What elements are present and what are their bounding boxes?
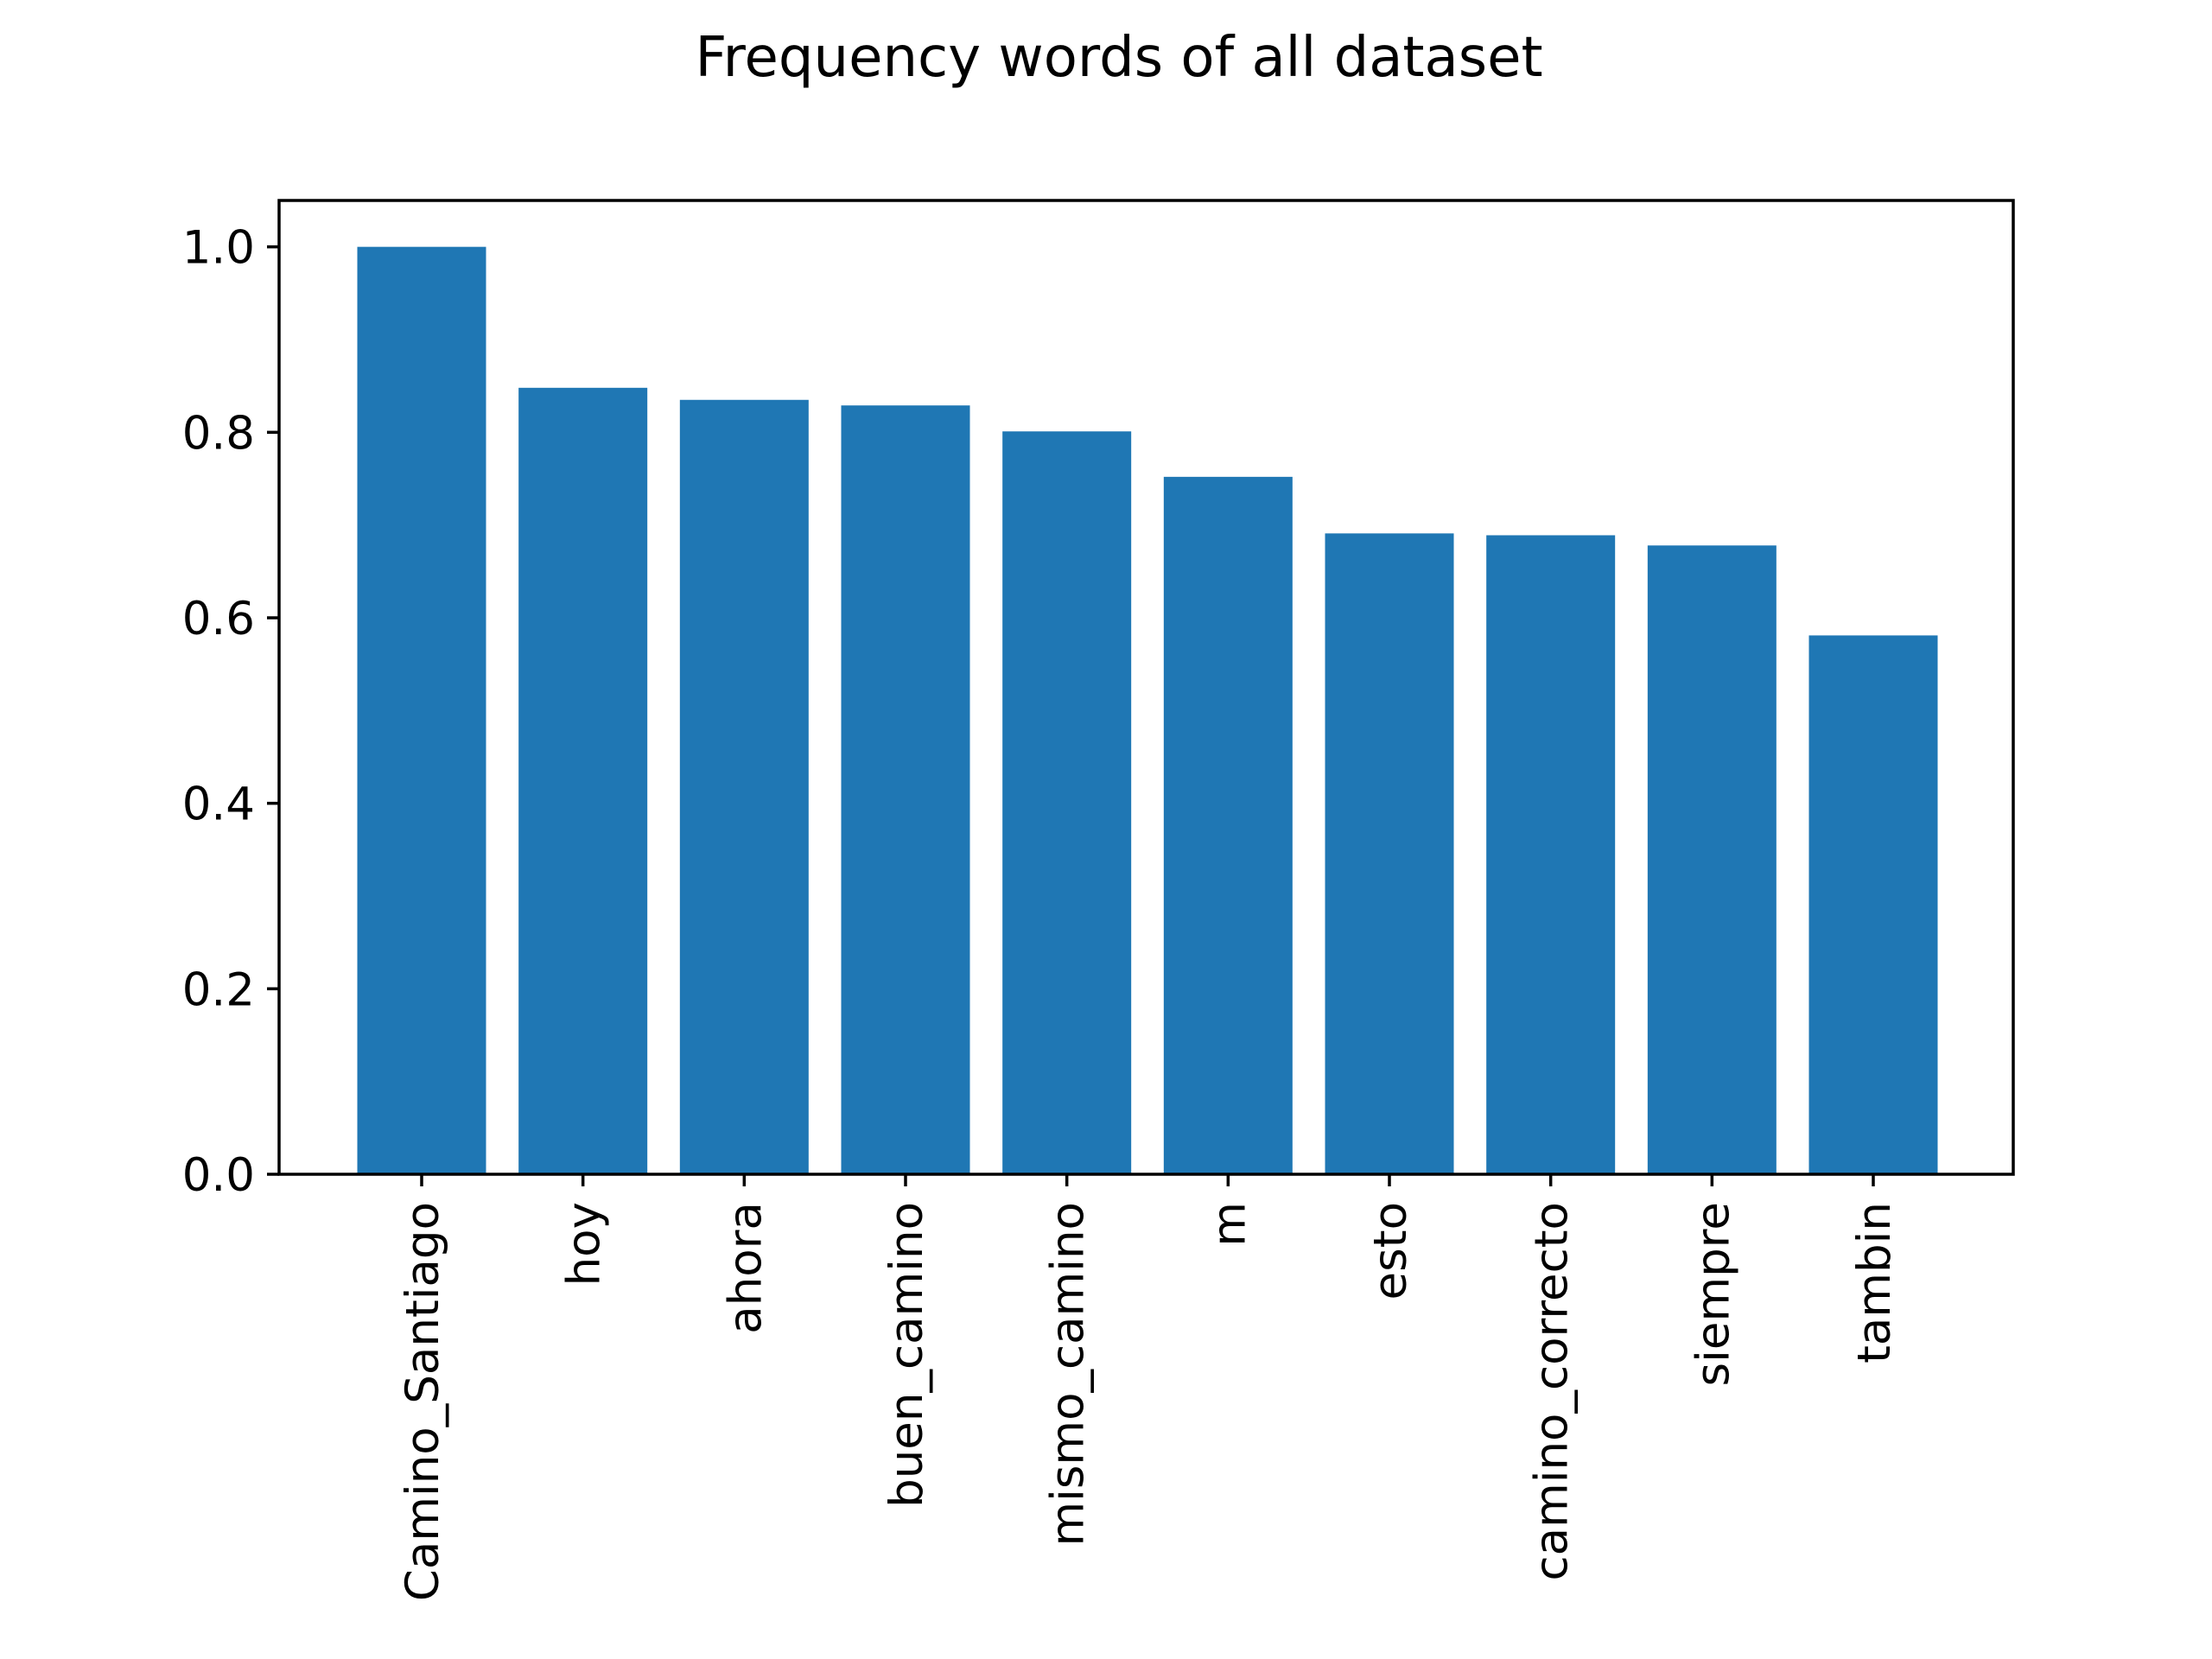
x-tick-label: buen_camino (880, 1202, 933, 1508)
x-tick-label: ahora (719, 1202, 772, 1334)
bar-camino_correcto (1486, 535, 1616, 1174)
bars-group (357, 246, 1938, 1175)
bar-ahora (679, 399, 809, 1174)
bar-buen_camino (841, 405, 970, 1175)
bar-tambin (1808, 635, 1938, 1174)
x-tick-label: camino_correcto (1526, 1202, 1579, 1581)
x-tick-label: tambin (1848, 1202, 1901, 1363)
x-tick-label: mismo_camino (1042, 1202, 1095, 1547)
bar-m (1163, 476, 1293, 1174)
x-tick-label: hoy (558, 1202, 611, 1286)
bar-hoy (518, 387, 648, 1174)
bar-siempre (1647, 545, 1777, 1174)
plot-frame (277, 199, 2015, 1176)
x-tick-label: Camino_Santiago (397, 1202, 449, 1601)
x-tick-label: m (1203, 1202, 1255, 1247)
y-tick-label: 0.4 (182, 779, 255, 831)
y-tick-label: 0.6 (182, 593, 255, 645)
x-tick-label: siempre (1687, 1202, 1739, 1386)
bar-mismo_camino (1002, 431, 1132, 1174)
y-tick-label: 0.2 (182, 963, 255, 1016)
chart-title: Frequency words of all dataset (695, 26, 1542, 90)
y-tick-label: 0.0 (182, 1149, 255, 1202)
y-tick-label: 0.8 (182, 407, 255, 460)
y-axis: 0.0 0.2 0.4 0.6 0.8 1.0 (182, 222, 279, 1202)
x-tick-label: esto (1364, 1202, 1417, 1300)
x-axis: Camino_Santiago hoy ahora buen_camino mismo_… (397, 1174, 1901, 1601)
y-tick-label: 1.0 (182, 222, 255, 275)
bar-Camino_Santiago (357, 246, 486, 1174)
bar-esto (1325, 533, 1454, 1174)
